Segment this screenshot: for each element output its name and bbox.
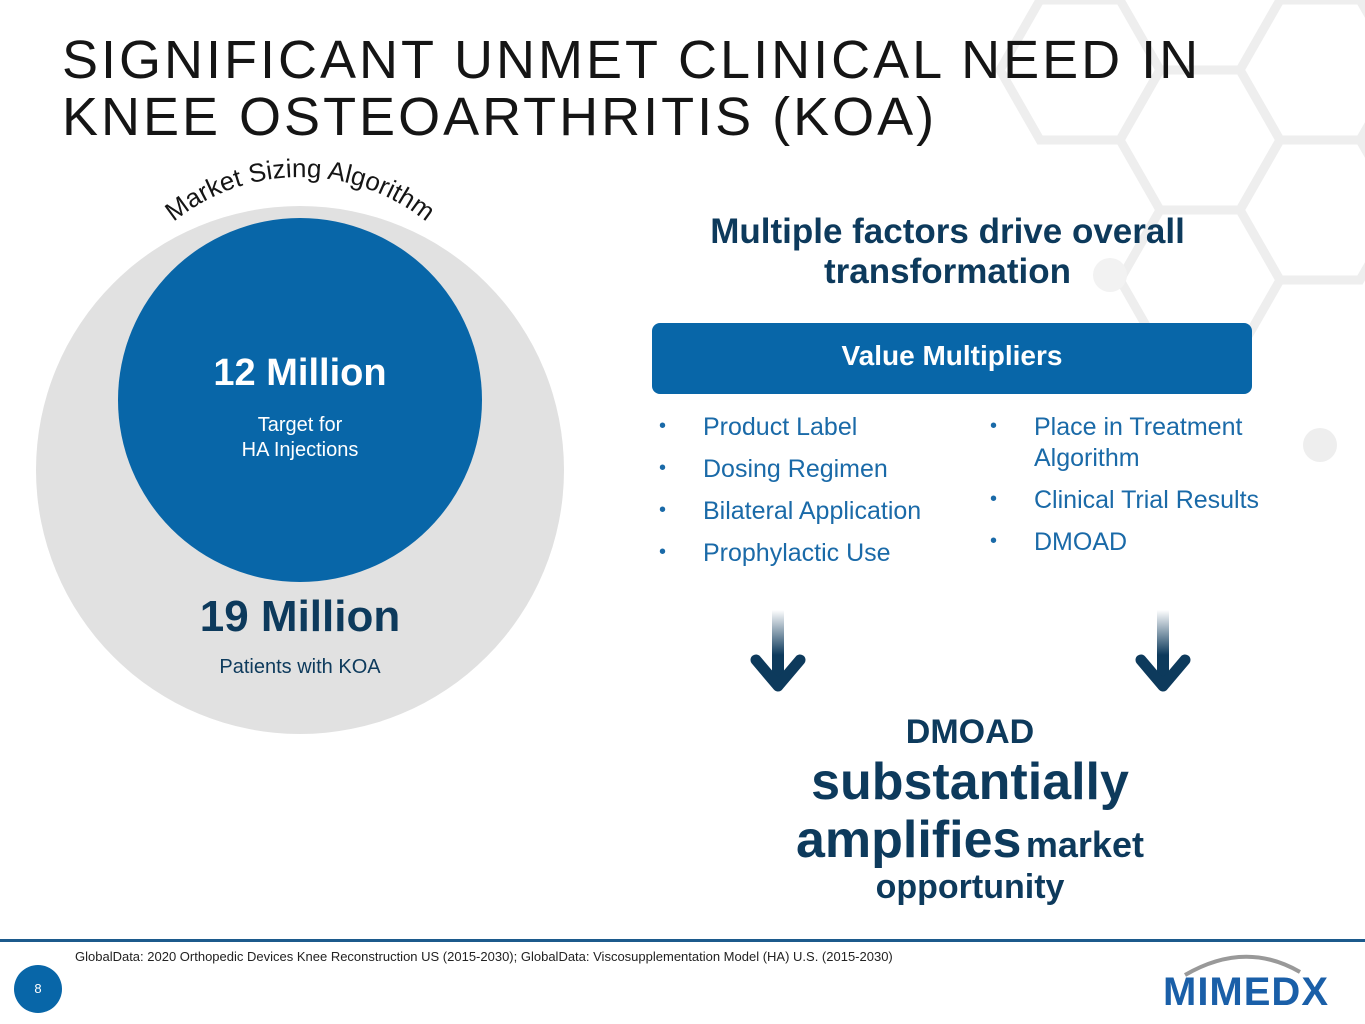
bullet-text: DMOAD [1034, 528, 1128, 556]
page-number: 8 [34, 981, 42, 996]
bullet-text: Prophylactic Use [703, 539, 891, 567]
caption-line: Target for [257, 414, 343, 436]
bullet-dot: • [659, 499, 667, 521]
bullet-text: Product Label [703, 413, 858, 441]
title-line: KNEE OSTEOARTHRITIS (KOA) [62, 87, 938, 147]
bullet-dot: • [659, 541, 667, 563]
arrow [1135, 610, 1191, 692]
outer-caption: Patients with KOA [219, 656, 381, 678]
inner-caption: Target for HA Injections [120, 413, 480, 463]
conclusion-line: DMOAD [905, 713, 1035, 751]
source-note: GlobalData: 2020 Orthopedic Devices Knee… [75, 949, 893, 964]
factors-heading: Multiple factors drive overall transform… [620, 212, 1275, 292]
outer-value: 19 Million [199, 592, 401, 641]
bullet-text: Clinical Trial Results [1034, 486, 1260, 514]
hex-node [1093, 258, 1127, 292]
arrow-head [750, 654, 806, 692]
arrow-shaft [772, 610, 784, 685]
conclusion-line: amplifies market [720, 810, 1220, 870]
conclusion-line: opportunity [875, 868, 1065, 906]
title: SIGNIFICANT UNMET CLINICAL NEED IN KNEE … [62, 32, 1201, 146]
bullet-text: Dosing Regimen [703, 455, 888, 483]
arrow-shaft [1157, 610, 1169, 685]
value-box [652, 323, 1252, 394]
box-label: Value Multipliers [841, 340, 1063, 371]
bullet-dot: • [990, 488, 998, 510]
conclusion-big: amplifies [796, 811, 1022, 869]
inner-value: 12 Million [213, 352, 387, 394]
bullet-text: Bilateral Application [703, 497, 922, 525]
arrow-head [1135, 654, 1191, 692]
logo-arc [1183, 954, 1302, 977]
hex-node [1303, 428, 1337, 462]
bullet-dot: • [659, 415, 667, 437]
bullet-dot: • [659, 457, 667, 479]
logo: MIMEDX [1163, 970, 1329, 1014]
conclusion-line: substantially [811, 753, 1129, 811]
conclusion-small: market [1025, 824, 1144, 865]
title-line: SIGNIFICANT UNMET CLINICAL NEED IN [62, 30, 1202, 90]
heading-line: transformation [824, 252, 1071, 291]
inner-circle [118, 218, 482, 582]
caption-line: HA Injections [241, 439, 359, 461]
bullet-dot: • [990, 415, 998, 437]
footer-rule [0, 939, 1365, 942]
bullet-dot: • [990, 530, 998, 552]
arrow [750, 610, 806, 692]
heading-line: Multiple factors drive overall [710, 212, 1185, 251]
page-badge [14, 965, 62, 1013]
bullet-text: Place in Treatment Algorithm [1034, 413, 1243, 472]
